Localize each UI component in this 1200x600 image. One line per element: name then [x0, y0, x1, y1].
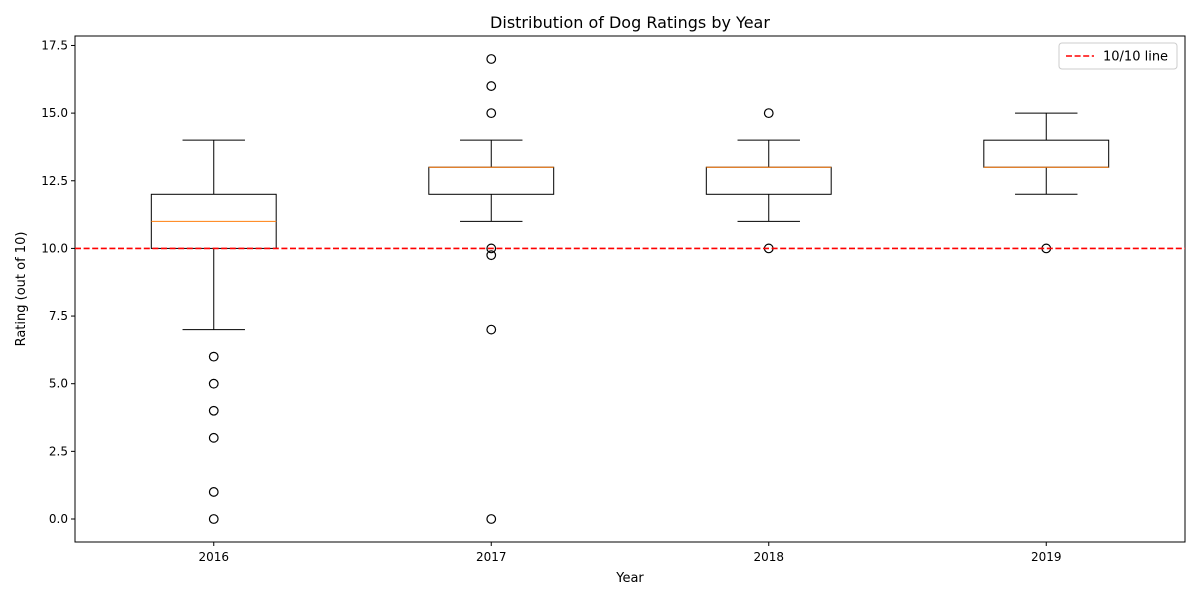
axis-ticks: 0.0 2.5 5.0 7.5 10.0 12.5 15.0 17.5 2016 2017 2018… — [41, 38, 1061, 564]
outlier-point — [208, 351, 219, 362]
legend-frame — [1058, 42, 1178, 70]
y-tick-label: 17.5 — [41, 38, 68, 52]
box-iqr — [705, 166, 832, 195]
y-axis-label: Rating (out of 10) — [14, 232, 29, 347]
x-axis-label: Year — [615, 571, 644, 586]
box-group-2018 — [705, 108, 832, 254]
outlier-point — [486, 514, 497, 524]
box-group-2019 — [983, 112, 1110, 254]
box-group-2016 — [150, 139, 277, 524]
y-tick-label: 15.0 — [41, 106, 68, 120]
outlier-point — [208, 378, 219, 389]
outlier-point — [208, 487, 219, 497]
box-series — [150, 54, 1110, 524]
legend: 10/10 line — [1058, 42, 1178, 70]
plot-area-frame — [74, 35, 1186, 543]
x-tick-label: 2017 — [476, 550, 507, 564]
outlier-point — [486, 54, 497, 64]
y-tick-label: 0.0 — [49, 512, 68, 526]
y-tick-label: 12.5 — [41, 174, 68, 188]
outlier-point — [486, 243, 497, 254]
outlier-point — [208, 514, 219, 524]
x-tick-label: 2018 — [753, 550, 784, 564]
y-tick-label: 10.0 — [41, 241, 68, 255]
box-group-2017 — [428, 54, 555, 524]
legend-entry-label: 10/10 line — [1103, 50, 1168, 65]
outlier-point — [486, 324, 497, 335]
y-tick-label: 7.5 — [49, 309, 68, 323]
x-tick-label: 2019 — [1031, 550, 1062, 564]
box-iqr — [428, 166, 555, 195]
outlier-point — [486, 108, 497, 119]
outlier-point — [208, 432, 219, 443]
box-iqr — [983, 139, 1110, 168]
outlier-point — [208, 405, 219, 416]
outlier-point — [763, 108, 774, 119]
x-tick-label: 2016 — [198, 550, 229, 564]
chart-title: Distribution of Dog Ratings by Year — [490, 13, 770, 32]
y-tick-label: 5.0 — [49, 377, 68, 391]
outlier-point — [486, 81, 497, 91]
y-tick-label: 2.5 — [49, 444, 68, 458]
outlier-point — [486, 250, 497, 261]
